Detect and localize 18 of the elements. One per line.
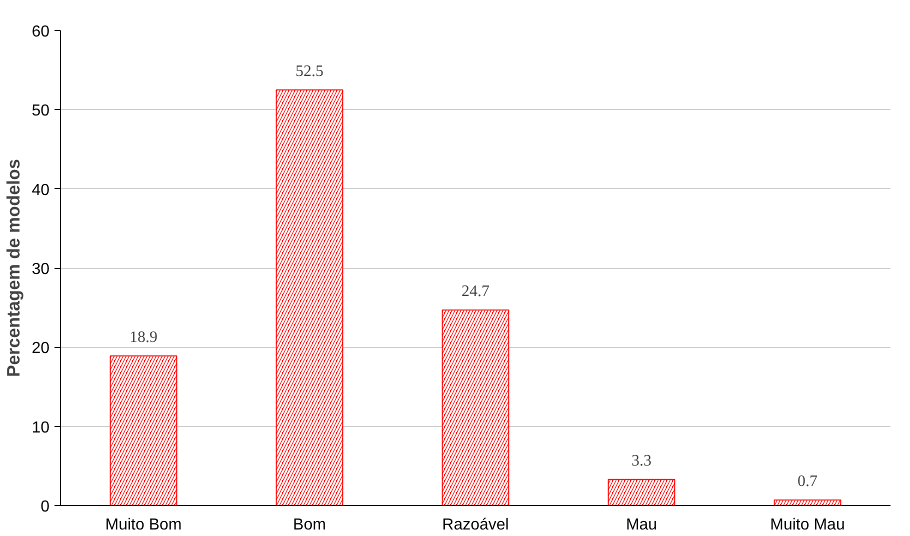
y-axis-title: Percentagem de modelos [4, 158, 24, 378]
data-label: 0.7 [798, 472, 818, 490]
data-label: 3.3 [632, 452, 652, 470]
y-tick-label: 20 [32, 340, 50, 358]
data-label: 18.9 [130, 328, 158, 346]
x-tick-label: Razoável [442, 516, 509, 534]
x-tick-label: Muito Mau [770, 516, 845, 534]
data-label: 52.5 [296, 62, 324, 80]
y-tick-label: 40 [32, 182, 50, 199]
y-tick-label: 30 [32, 261, 50, 278]
y-tick-label: 0 [40, 498, 50, 516]
x-tick-label: Muito Bom [105, 516, 182, 534]
y-tick-label: 10 [32, 419, 50, 436]
y-tick-label: 60 [32, 24, 50, 40]
data-label: 24.7 [462, 282, 490, 300]
y-tick-label: 50 [32, 102, 50, 120]
x-tick-label: Bom [293, 516, 326, 534]
x-tick-label: Mau [626, 516, 658, 534]
